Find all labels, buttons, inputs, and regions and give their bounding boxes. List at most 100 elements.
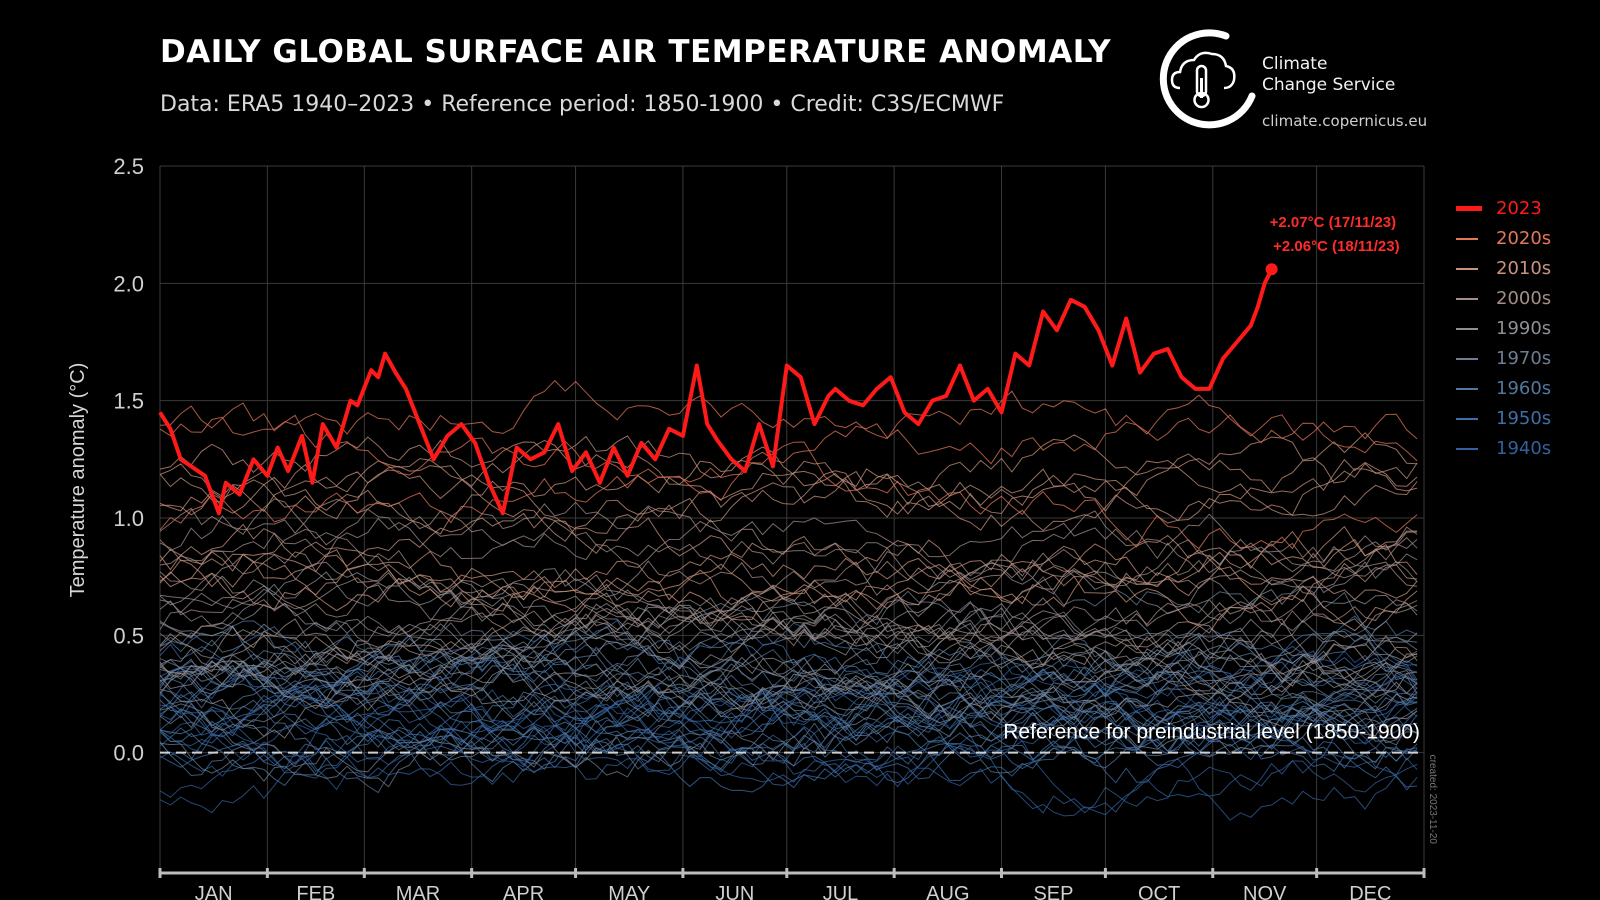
legend-swatch [1456, 328, 1478, 330]
x-tick-label: NOV [1243, 883, 1287, 900]
decade-line [159, 630, 1418, 720]
legend-label: 1940s [1496, 438, 1552, 459]
decade-line [159, 708, 1418, 793]
series-2023-endpoint [1265, 263, 1278, 276]
decade-line [159, 577, 1418, 666]
decade-line [159, 641, 1418, 739]
decade-line [159, 727, 1418, 784]
decade-line [159, 510, 1418, 599]
y-tick-label: 0.5 [113, 623, 144, 648]
decade-line [159, 432, 1418, 534]
legend-item: 1990s [1456, 316, 1596, 346]
peak-annotation: +2.06°C (18/11/23) [1273, 238, 1400, 255]
decade-line [159, 548, 1418, 631]
decade-line [159, 672, 1418, 772]
reference-line-group: Reference for preindustrial level (1850-… [160, 721, 1424, 754]
legend-swatch [1456, 298, 1478, 300]
decade-line [159, 439, 1418, 532]
decade-line [159, 550, 1418, 634]
chart-subtitle: Data: ERA5 1940–2023 • Reference period:… [160, 92, 1005, 117]
legend-label: 1990s [1496, 318, 1552, 339]
legend-swatch [1456, 448, 1478, 450]
x-tick-label: JUN [715, 883, 754, 900]
decade-line [159, 538, 1418, 612]
y-tick-label: 2.5 [113, 154, 144, 179]
legend-item: 2023 [1456, 196, 1596, 226]
decade-line [159, 670, 1418, 752]
legend-swatch [1456, 206, 1482, 211]
copernicus-cloud-thermometer-icon [1159, 29, 1256, 129]
decade-line [159, 692, 1418, 788]
decade-line [159, 498, 1418, 592]
decade-line [159, 576, 1418, 676]
logo-name-line1: Climate [1262, 54, 1328, 74]
x-tick-label: OCT [1138, 883, 1180, 900]
legend-swatch [1456, 418, 1478, 420]
legend-swatch [1456, 388, 1478, 390]
axes: 0.0 0.5 1.0 1.5 2.0 2.5 JAN FEB MAR APR MAY JUN JUL A… [67, 154, 1438, 900]
x-tick-label: SEP [1033, 883, 1073, 900]
decade-line [159, 435, 1418, 516]
decade-line [159, 712, 1418, 794]
logo-name: Climate Change Service [1262, 54, 1442, 96]
legend-label: 2010s [1496, 258, 1552, 279]
x-tick-label: MAY [608, 883, 650, 900]
legend-label: 1970s [1496, 348, 1552, 369]
decade-line [159, 690, 1418, 788]
y-tick-label: 1.5 [113, 389, 144, 414]
x-tick-label: FEB [296, 883, 335, 900]
legend-item: 2020s [1456, 226, 1596, 256]
decade-line [159, 596, 1418, 687]
decade-line [159, 644, 1418, 727]
decade-line [159, 646, 1418, 737]
decade-line [159, 659, 1418, 758]
decade-line [159, 656, 1418, 756]
legend: 2023 2020s 2010s 2000s 1990s 1970s 1960s 1950s 1… [1456, 196, 1596, 466]
legend-item: 1970s [1456, 346, 1596, 376]
logo-url[interactable]: climate.copernicus.eu [1262, 112, 1428, 130]
decade-line [159, 700, 1418, 763]
legend-label: 2000s [1496, 288, 1552, 309]
series-2023-line [158, 268, 1274, 516]
decade-line [159, 441, 1418, 550]
y-axis-label: Temperature anomaly (°C) [67, 363, 89, 598]
legend-item: 2010s [1456, 256, 1596, 286]
decade-line [159, 594, 1418, 675]
legend-label: 2023 [1496, 198, 1542, 219]
historical-decade-lines [159, 379, 1418, 821]
legend-swatch [1456, 358, 1478, 360]
x-tick-label: JAN [195, 883, 233, 900]
decade-line [159, 568, 1418, 660]
legend-label: 1950s [1496, 408, 1552, 429]
decade-line [159, 517, 1418, 589]
decade-line [159, 642, 1418, 729]
x-tick-label: JUL [823, 883, 859, 900]
y-tick-label: 0.0 [113, 741, 144, 766]
legend-label: 2020s [1496, 228, 1552, 249]
decade-line [159, 606, 1418, 694]
annotations: +2.07°C (17/11/23) +2.06°C (18/11/23) [1270, 214, 1400, 255]
reference-line-label: Reference for preindustrial level (1850-… [1003, 721, 1420, 744]
y-tick-label: 2.0 [113, 271, 144, 296]
decade-line [159, 695, 1418, 774]
x-tick-label: DEC [1349, 883, 1391, 900]
decade-line [159, 596, 1418, 669]
decade-line [159, 633, 1418, 733]
created-note: created: 2023-11-20 [1427, 755, 1438, 845]
series-2023-group [158, 263, 1278, 516]
decade-line [159, 458, 1418, 542]
decade-line [159, 674, 1418, 786]
x-tick-label: MAR [396, 883, 440, 900]
legend-label: 1960s [1496, 378, 1552, 399]
copernicus-logo[interactable]: Climate Change Service climate.copernicu… [1158, 26, 1428, 136]
decade-line [159, 560, 1418, 656]
decade-line [159, 662, 1418, 773]
decade-line [159, 613, 1418, 692]
decade-line [159, 553, 1418, 642]
decade-line [159, 647, 1418, 746]
decade-line [159, 650, 1418, 733]
decade-line [159, 402, 1418, 502]
decade-line [159, 523, 1418, 613]
decade-line [159, 669, 1418, 754]
